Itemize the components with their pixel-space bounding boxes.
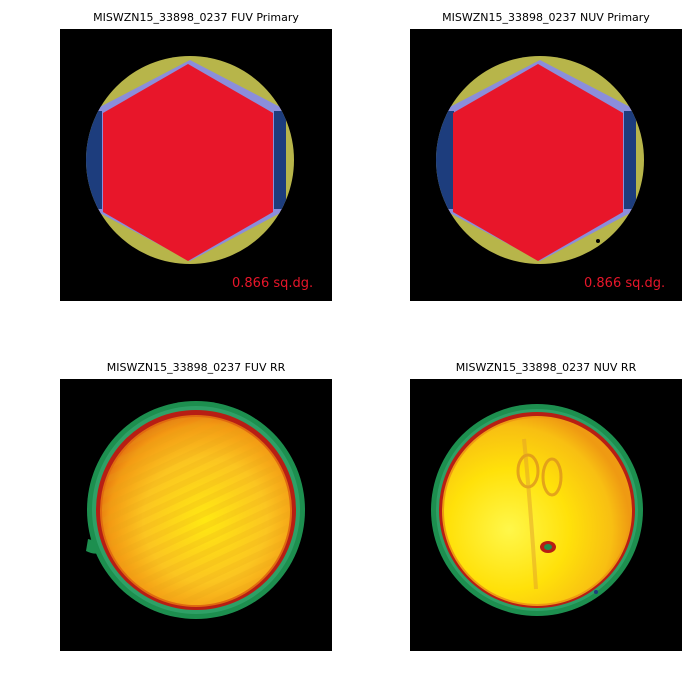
fuv-primary-image: 0.866 sq.dg. <box>82 56 313 291</box>
nuv-rr-disk <box>431 404 643 616</box>
nuv-primary-area-label: 0.866 sq.dg. <box>584 276 665 291</box>
fuv-primary-area-label: 0.866 sq.dg. <box>232 276 313 291</box>
nuv-primary-title: MISWZN15_33898_0237 NUV Primary <box>442 11 650 24</box>
nuv-rr-title: MISWZN15_33898_0237 NUV RR <box>455 361 637 374</box>
nuv-primary-image: 0.866 sq.dg. <box>436 56 665 291</box>
nuv-primary-circle <box>436 56 644 264</box>
fuv-rr-panel <box>60 379 332 651</box>
fuv-primary-title: MISWZN15_33898_0237 FUV Primary <box>93 11 299 24</box>
fuv-rr-disk <box>86 401 305 619</box>
nuv-rr-panel <box>410 379 682 651</box>
fuv-primary-circle <box>82 56 294 264</box>
nuv-primary-panel: 0.866 sq.dg. <box>410 29 682 301</box>
nuv-primary-hexagon <box>453 64 623 261</box>
fuv-rr-title: MISWZN15_33898_0237 FUV RR <box>106 361 286 374</box>
fuv-primary-hexagon <box>103 64 273 261</box>
fuv-primary-panel: 0.866 sq.dg. <box>60 29 332 301</box>
fuv-rr-image <box>86 401 305 619</box>
nuv-rr-image <box>431 404 643 616</box>
